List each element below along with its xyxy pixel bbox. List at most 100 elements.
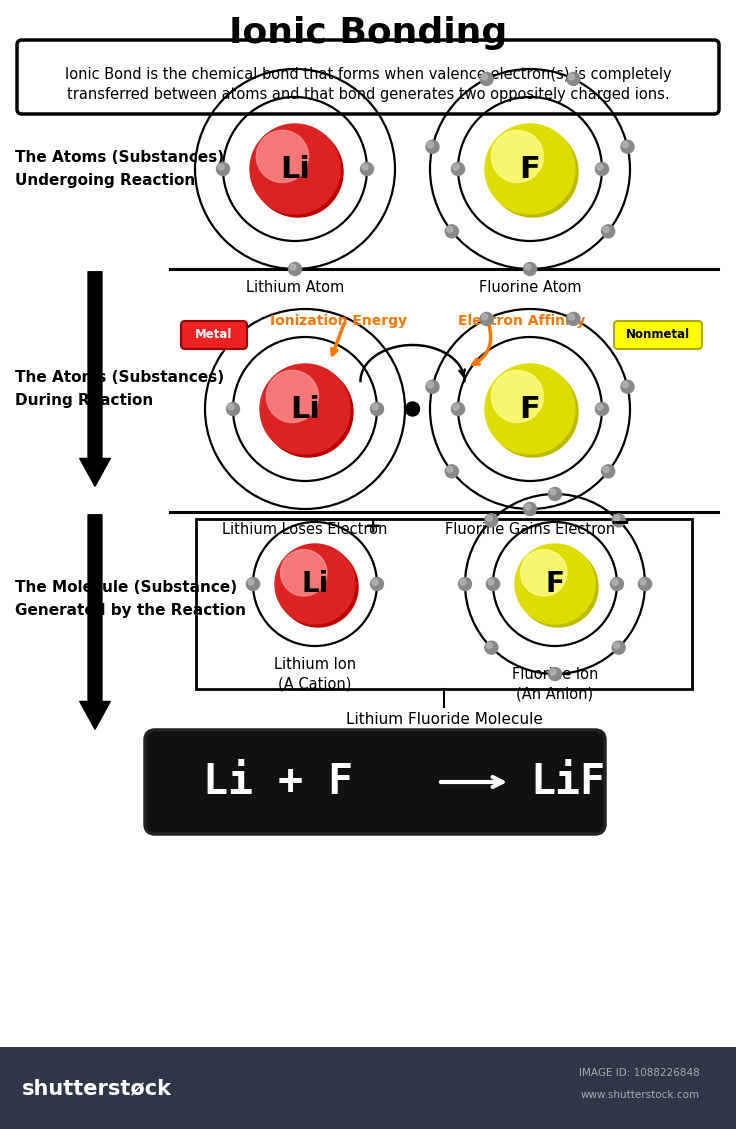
Circle shape: [447, 466, 453, 472]
Circle shape: [488, 367, 578, 457]
Text: Lithium Fluoride Molecule: Lithium Fluoride Molecule: [346, 711, 542, 726]
Circle shape: [610, 578, 623, 590]
Circle shape: [372, 404, 378, 410]
Text: IMAGE ID: 1088226848: IMAGE ID: 1088226848: [579, 1068, 700, 1078]
Circle shape: [488, 126, 578, 217]
Circle shape: [595, 403, 609, 415]
Circle shape: [260, 364, 350, 454]
Circle shape: [451, 163, 464, 175]
Text: Li: Li: [290, 394, 320, 423]
Circle shape: [492, 370, 543, 422]
Circle shape: [460, 579, 466, 585]
Text: Lithium Loses Electron: Lithium Loses Electron: [222, 522, 388, 536]
Circle shape: [621, 380, 634, 393]
Circle shape: [445, 225, 459, 238]
Circle shape: [280, 550, 327, 596]
Circle shape: [481, 73, 488, 80]
Circle shape: [370, 578, 383, 590]
Circle shape: [227, 403, 239, 415]
Circle shape: [485, 124, 575, 215]
Circle shape: [289, 263, 302, 275]
FancyBboxPatch shape: [0, 1047, 736, 1129]
Circle shape: [451, 403, 464, 415]
Circle shape: [518, 546, 598, 627]
Circle shape: [481, 314, 488, 320]
Circle shape: [372, 579, 378, 585]
Circle shape: [216, 163, 230, 175]
Circle shape: [602, 225, 615, 238]
Circle shape: [525, 504, 531, 510]
Circle shape: [523, 263, 537, 275]
Circle shape: [445, 465, 459, 478]
Circle shape: [595, 163, 609, 175]
Circle shape: [370, 403, 383, 415]
Circle shape: [523, 502, 537, 516]
Circle shape: [639, 578, 651, 590]
Circle shape: [604, 466, 609, 472]
Circle shape: [426, 140, 439, 154]
Text: Nonmetal: Nonmetal: [626, 329, 690, 341]
Circle shape: [525, 264, 531, 270]
FancyBboxPatch shape: [17, 40, 719, 114]
Circle shape: [612, 514, 625, 527]
Circle shape: [228, 404, 234, 410]
Circle shape: [614, 515, 620, 522]
Text: Ionization Energy: Ionization Energy: [269, 314, 406, 329]
Text: LiF: LiF: [531, 761, 606, 803]
Text: F: F: [545, 570, 565, 598]
Circle shape: [485, 641, 498, 654]
Circle shape: [515, 544, 595, 624]
Circle shape: [621, 140, 634, 154]
Text: Lithium Atom: Lithium Atom: [246, 280, 344, 295]
Circle shape: [485, 514, 498, 527]
Circle shape: [623, 382, 629, 387]
Circle shape: [568, 314, 574, 320]
Text: The Molecule (Substance)
Generated by the Reaction: The Molecule (Substance) Generated by th…: [15, 580, 246, 618]
Circle shape: [604, 226, 609, 233]
Text: Fluorine Gains Electron: Fluorine Gains Electron: [445, 522, 615, 536]
Text: Li: Li: [301, 570, 329, 598]
Circle shape: [266, 370, 319, 422]
Circle shape: [597, 404, 603, 410]
Circle shape: [486, 515, 492, 522]
Circle shape: [453, 164, 459, 170]
Circle shape: [426, 380, 439, 393]
Circle shape: [256, 130, 308, 183]
Text: transferred between atoms and that bond generates two oppositely charged ions.: transferred between atoms and that bond …: [67, 87, 669, 102]
Circle shape: [486, 642, 492, 649]
Circle shape: [488, 579, 494, 585]
Text: +: +: [365, 516, 381, 535]
Circle shape: [548, 488, 562, 500]
Circle shape: [248, 579, 254, 585]
Circle shape: [361, 163, 373, 175]
Circle shape: [486, 578, 500, 590]
Circle shape: [480, 313, 493, 325]
Circle shape: [550, 489, 556, 495]
Text: F: F: [520, 394, 540, 423]
Circle shape: [480, 72, 493, 86]
Circle shape: [290, 264, 296, 270]
Text: Fluorine Atom: Fluorine Atom: [478, 280, 581, 295]
Text: Electron Affinity: Electron Affinity: [459, 314, 586, 329]
Circle shape: [550, 669, 556, 675]
Text: Ionic Bond is the chemical bond that forms when valence electron(s) is completel: Ionic Bond is the chemical bond that for…: [65, 67, 671, 81]
Circle shape: [453, 404, 459, 410]
Circle shape: [612, 579, 618, 585]
Circle shape: [612, 641, 625, 654]
Text: −: −: [609, 510, 631, 534]
Circle shape: [428, 142, 434, 148]
Circle shape: [548, 667, 562, 681]
Circle shape: [640, 579, 646, 585]
FancyBboxPatch shape: [196, 519, 692, 689]
FancyArrowPatch shape: [79, 515, 110, 729]
Circle shape: [253, 126, 343, 217]
Text: The Atoms (Substances)
Undergoing Reaction: The Atoms (Substances) Undergoing Reacti…: [15, 150, 224, 187]
Circle shape: [362, 164, 368, 170]
Text: shutterstøck: shutterstøck: [22, 1078, 172, 1099]
FancyBboxPatch shape: [145, 730, 605, 834]
Text: Li: Li: [280, 155, 310, 184]
Circle shape: [218, 164, 224, 170]
Circle shape: [492, 130, 543, 183]
Circle shape: [247, 578, 260, 590]
Circle shape: [459, 578, 472, 590]
